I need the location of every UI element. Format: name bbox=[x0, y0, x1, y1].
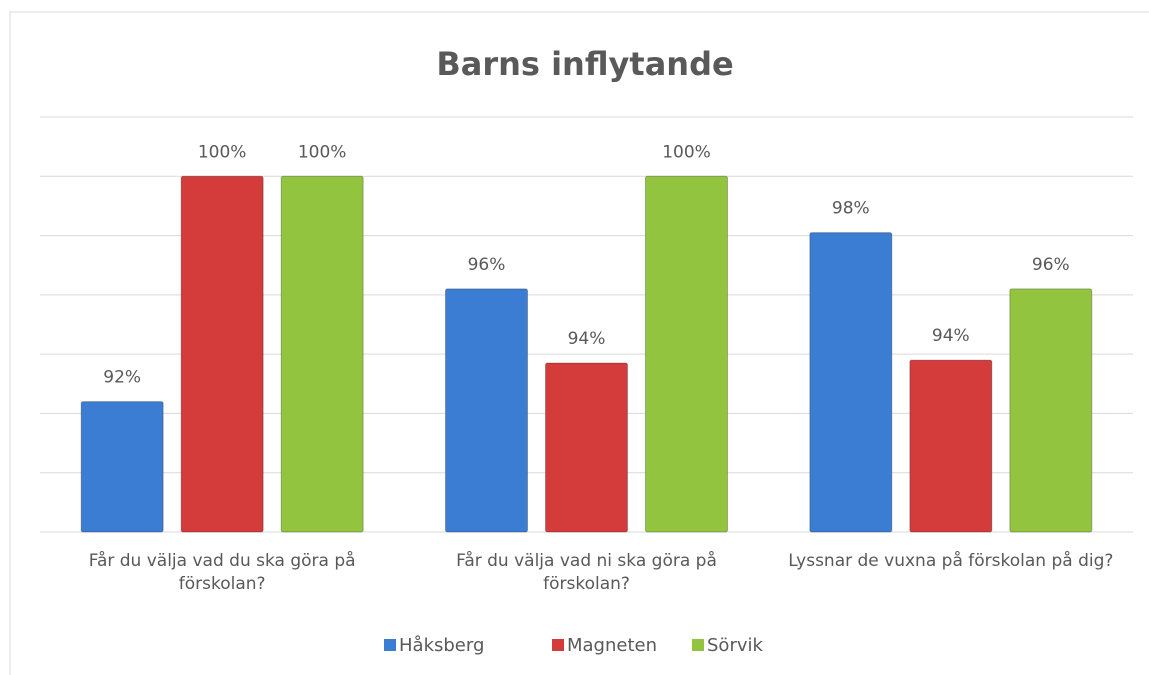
chart-border bbox=[9, 11, 1149, 675]
x-tick-label: Får du välja vad du ska göra på förskola… bbox=[88, 551, 356, 594]
x-tick-label: Får du välja vad ni ska göra på förskola… bbox=[456, 551, 717, 594]
legend-label: Håksberg bbox=[399, 635, 484, 656]
data-label: 92% bbox=[103, 368, 141, 388]
bar bbox=[909, 359, 993, 533]
bar bbox=[80, 401, 164, 533]
bar bbox=[1009, 288, 1093, 533]
bar bbox=[445, 288, 528, 533]
data-label: 96% bbox=[468, 255, 506, 275]
data-label: 100% bbox=[198, 142, 247, 162]
legend-swatch bbox=[552, 639, 564, 651]
data-label: 98% bbox=[832, 199, 870, 219]
bar bbox=[280, 175, 364, 533]
data-label: 96% bbox=[1032, 255, 1070, 275]
x-tick-label: Lyssnar de vuxna på förskolan på dig? bbox=[788, 551, 1114, 571]
data-label: 94% bbox=[932, 326, 970, 346]
bar bbox=[809, 232, 893, 533]
data-label: 100% bbox=[298, 142, 347, 162]
legend-label: Magneten bbox=[567, 635, 657, 656]
data-label: 94% bbox=[568, 329, 606, 349]
legend-swatch bbox=[692, 639, 704, 651]
bar bbox=[180, 175, 264, 533]
legend-swatch bbox=[384, 639, 396, 651]
chart-title: Barns inflytande bbox=[436, 45, 733, 83]
bar bbox=[645, 175, 728, 533]
data-label: 100% bbox=[662, 142, 711, 162]
bar bbox=[545, 362, 628, 533]
legend-label: Sörvik bbox=[707, 635, 763, 656]
